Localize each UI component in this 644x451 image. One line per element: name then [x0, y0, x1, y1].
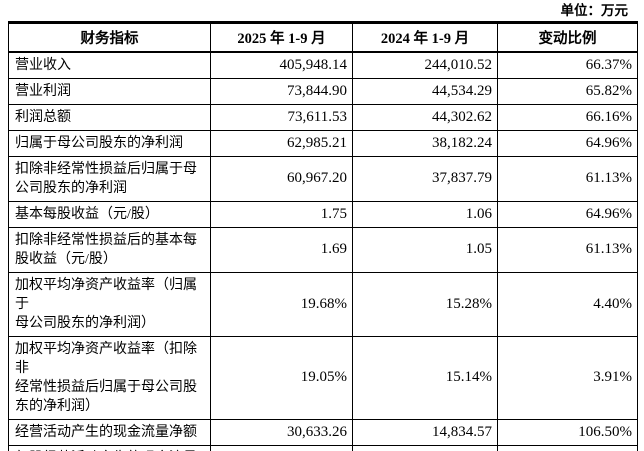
row-indicator-label: 加权平均净资产收益率（扣除非 经常性损益后归属于母公司股 东的净利润） — [8, 335, 211, 420]
value-change-ratio: 4.40% — [497, 271, 638, 337]
row-indicator-label: 归属于母公司股东的净利润 — [8, 129, 211, 157]
value-2025: 0.85 — [210, 444, 353, 451]
row-indicator-label: 利润总额 — [8, 103, 211, 131]
table-header: 财务指标 2025 年 1-9 月 2024 年 1-9 月 变动比例 — [8, 22, 638, 53]
row-indicator-label: 每股经营活动产生的现金流量 （元/股） — [8, 444, 211, 451]
value-change-ratio: 107.32% — [497, 444, 638, 451]
row-indicator-label: 营业利润 — [8, 77, 211, 105]
value-2025: 62,985.21 — [210, 129, 353, 157]
table-row: 扣除非经常性损益后归属于母 公司股东的净利润 60,967.20 37,837.… — [8, 155, 638, 202]
column-header-2024-period: 2024 年 1-9 月 — [352, 22, 498, 53]
value-change-ratio: 61.13% — [497, 155, 638, 202]
row-indicator-label: 扣除非经常性损益后的基本每 股收益（元/股） — [8, 226, 211, 273]
row-indicator-label: 加权平均净资产收益率（归属于 母公司股东的净利润） — [8, 271, 211, 337]
value-2024: 1.06 — [352, 200, 498, 228]
table-header-row: 财务指标 2025 年 1-9 月 2024 年 1-9 月 变动比例 — [8, 22, 638, 53]
table-row: 扣除非经常性损益后的基本每 股收益（元/股） 1.69 1.05 61.13% — [8, 226, 638, 273]
value-change-ratio: 66.16% — [497, 103, 638, 131]
value-2025: 73,844.90 — [210, 77, 353, 105]
value-2025: 405,948.14 — [210, 51, 353, 79]
table-row: 加权平均净资产收益率（归属于 母公司股东的净利润） 19.68% 15.28% … — [8, 271, 638, 337]
column-header-2025-period: 2025 年 1-9 月 — [210, 22, 353, 53]
value-2025: 73,611.53 — [210, 103, 353, 131]
value-2024: 38,182.24 — [352, 129, 498, 157]
row-indicator-label: 经营活动产生的现金流量净额 — [8, 418, 211, 446]
value-2025: 30,633.26 — [210, 418, 353, 446]
value-change-ratio: 3.91% — [497, 335, 638, 420]
table-row: 利润总额 73,611.53 44,302.62 66.16% — [8, 103, 638, 131]
value-2024: 244,010.52 — [352, 51, 498, 79]
value-2024: 14,834.57 — [352, 418, 498, 446]
table-row: 经营活动产生的现金流量净额 30,633.26 14,834.57 106.50… — [8, 418, 638, 446]
value-2024: 44,534.29 — [352, 77, 498, 105]
table-body: 营业收入 405,948.14 244,010.52 66.37% 营业利润 7… — [8, 51, 638, 451]
value-change-ratio: 66.37% — [497, 51, 638, 79]
value-change-ratio: 61.13% — [497, 226, 638, 273]
table-row: 每股经营活动产生的现金流量 （元/股） 0.85 0.41 107.32% — [8, 444, 638, 451]
column-header-indicator: 财务指标 — [8, 22, 211, 53]
value-change-ratio: 64.96% — [497, 200, 638, 228]
value-2025: 19.05% — [210, 335, 353, 420]
financial-table: 财务指标 2025 年 1-9 月 2024 年 1-9 月 变动比例 营业收入… — [8, 21, 638, 451]
table-row: 营业利润 73,844.90 44,534.29 65.82% — [8, 77, 638, 105]
value-2024: 1.05 — [352, 226, 498, 273]
row-indicator-label: 营业收入 — [8, 51, 211, 79]
row-indicator-label: 基本每股收益（元/股） — [8, 200, 211, 228]
table-row: 加权平均净资产收益率（扣除非 经常性损益后归属于母公司股 东的净利润） 19.0… — [8, 335, 638, 420]
value-2025: 1.75 — [210, 200, 353, 228]
value-2024: 15.14% — [352, 335, 498, 420]
value-2025: 1.69 — [210, 226, 353, 273]
value-2024: 15.28% — [352, 271, 498, 337]
value-change-ratio: 64.96% — [497, 129, 638, 157]
unit-label: 单位：万元 — [560, 3, 629, 18]
table-row: 归属于母公司股东的净利润 62,985.21 38,182.24 64.96% — [8, 129, 638, 157]
row-indicator-label: 扣除非经常性损益后归属于母 公司股东的净利润 — [8, 155, 211, 202]
value-2025: 19.68% — [210, 271, 353, 337]
value-2024: 44,302.62 — [352, 103, 498, 131]
value-2024: 37,837.79 — [352, 155, 498, 202]
table-row: 基本每股收益（元/股） 1.75 1.06 64.96% — [8, 200, 638, 228]
value-change-ratio: 65.82% — [497, 77, 638, 105]
value-change-ratio: 106.50% — [497, 418, 638, 446]
column-header-change-ratio: 变动比例 — [497, 22, 638, 53]
value-2025: 60,967.20 — [210, 155, 353, 202]
table-row: 营业收入 405,948.14 244,010.52 66.37% — [8, 51, 638, 79]
value-2024: 0.41 — [352, 444, 498, 451]
